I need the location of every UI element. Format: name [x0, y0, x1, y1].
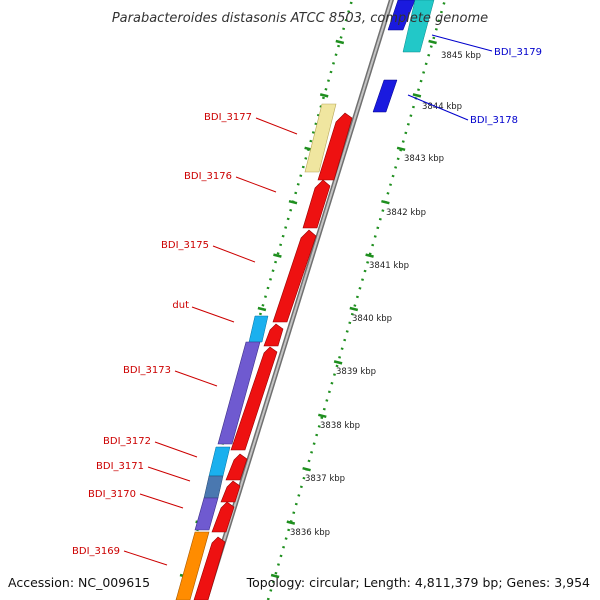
- right-major-tick: [396, 146, 406, 152]
- gene-bdi-3169-red[interactable]: [193, 536, 226, 600]
- gene-bdi-3172-red[interactable]: [225, 453, 248, 481]
- right-major-tick: [428, 39, 437, 45]
- genome-stats-text: Topology: circular; Length: 4,811,379 bp…: [246, 575, 590, 590]
- gene-bdi-3175[interactable]: [272, 229, 317, 323]
- callout-lines: [123, 34, 493, 566]
- gene-label-bdi-3177[interactable]: BDI_3177: [204, 112, 252, 123]
- right-major-tick: [365, 253, 374, 258]
- right-major-ticks: [270, 39, 437, 579]
- kbp-label: 3845 kbp: [441, 51, 481, 61]
- right-major-tick: [349, 306, 359, 312]
- gene-bdi-3179-blue[interactable]: [387, 0, 416, 31]
- kbp-label: 3844 kbp: [422, 102, 462, 112]
- gene-dut-red[interactable]: [263, 323, 284, 347]
- gene-label-dut[interactable]: dut: [172, 300, 189, 311]
- gene-bdi-3176-block[interactable]: [317, 112, 353, 181]
- kbp-label: 3839 kbp: [336, 367, 376, 377]
- gene-label-bdi-3176[interactable]: BDI_3176: [184, 171, 232, 182]
- scale-ticks: [175, 0, 447, 600]
- gene-label-bdi-3173[interactable]: BDI_3173: [123, 365, 171, 376]
- gene-bdi-3173-red[interactable]: [230, 346, 278, 451]
- gene-label-bdi-3170[interactable]: BDI_3170: [88, 489, 136, 500]
- gene-bdi-3177[interactable]: [304, 103, 337, 173]
- gene-label-bdi-3171[interactable]: BDI_3171: [96, 461, 144, 472]
- kbp-labels: 3845 kbp 3844 kbp 3843 kbp 3842 kbp 3841…: [290, 51, 481, 538]
- gene-dut[interactable]: [248, 315, 269, 343]
- left-major-tick: [273, 253, 282, 258]
- left-major-tick: [288, 199, 298, 205]
- gene-bdi-3170[interactable]: [194, 497, 219, 531]
- kbp-label: 3842 kbp: [386, 208, 426, 218]
- kbp-label: 3838 kbp: [320, 421, 360, 431]
- kbp-label: 3843 kbp: [404, 154, 444, 164]
- right-major-tick: [302, 466, 311, 472]
- right-major-tick: [317, 413, 327, 419]
- gene-bdi-3176[interactable]: [302, 179, 331, 229]
- left-major-tick: [257, 306, 267, 312]
- gene-bdi-3170-red[interactable]: [211, 501, 235, 533]
- gene-label-bdi-3169[interactable]: BDI_3169: [72, 546, 120, 557]
- gene-label-bdi-3178[interactable]: BDI_3178: [470, 115, 518, 126]
- gene-bdi-3173[interactable]: [217, 341, 261, 445]
- gene-label-bdi-3179[interactable]: BDI_3179: [494, 47, 542, 58]
- map-title: Parabacteroides distasonis ATCC 8503, co…: [112, 11, 488, 26]
- kbp-label: 3836 kbp: [290, 528, 330, 538]
- left-major-tick: [335, 39, 345, 45]
- right-major-tick: [412, 93, 422, 98]
- right-major-tick: [270, 573, 280, 579]
- reverse-track: [175, 103, 353, 600]
- forward-track: [372, 0, 435, 113]
- gene-bdi-3172[interactable]: [208, 446, 231, 477]
- right-major-tick: [286, 520, 296, 525]
- gene-label-bdi-3172[interactable]: BDI_3172: [103, 436, 151, 447]
- right-major-tick: [333, 360, 343, 365]
- kbp-label: 3837 kbp: [305, 474, 345, 484]
- gene-label-bdi-3175[interactable]: BDI_3175: [161, 240, 209, 251]
- gene-labels: BDI_3179 BDI_3178 BDI_3177 BDI_3176 BDI_…: [72, 47, 542, 557]
- accession-text: Accession: NC_009615: [8, 575, 150, 590]
- gene-bdi-3178[interactable]: [372, 79, 398, 113]
- backbone: [203, 0, 394, 600]
- gene-bdi-3171-red[interactable]: [220, 480, 241, 503]
- gene-bdi-3171[interactable]: [203, 475, 224, 499]
- kbp-label: 3841 kbp: [369, 261, 409, 271]
- left-major-tick: [319, 93, 329, 98]
- gene-bdi-3169[interactable]: [175, 531, 210, 600]
- kbp-label: 3840 kbp: [352, 314, 392, 324]
- gene-bdi-3179-teal[interactable]: [402, 0, 435, 53]
- right-major-tick: [381, 199, 390, 205]
